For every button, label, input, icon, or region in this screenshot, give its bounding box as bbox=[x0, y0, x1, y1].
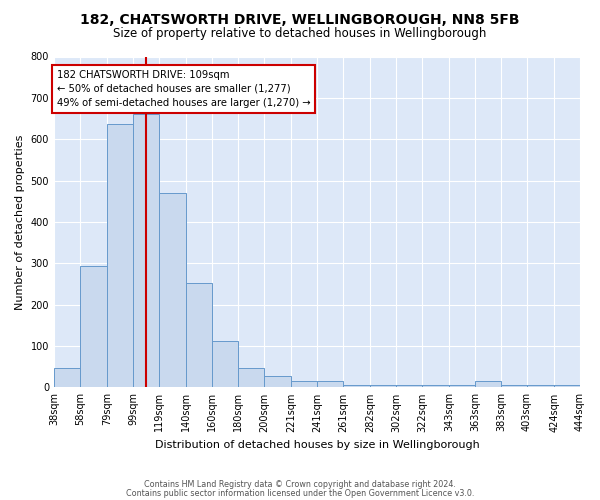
Bar bbox=[264, 376, 291, 388]
Text: Size of property relative to detached houses in Wellingborough: Size of property relative to detached ho… bbox=[113, 28, 487, 40]
Bar bbox=[107, 124, 133, 388]
Bar bbox=[54, 368, 80, 388]
Y-axis label: Number of detached properties: Number of detached properties bbox=[15, 134, 25, 310]
Bar bbox=[133, 114, 159, 388]
Bar bbox=[238, 368, 264, 388]
Bar bbox=[186, 283, 212, 388]
Bar bbox=[396, 386, 422, 388]
Bar bbox=[475, 381, 501, 388]
Bar bbox=[370, 386, 396, 388]
Bar bbox=[527, 386, 554, 388]
Bar bbox=[343, 386, 370, 388]
Bar bbox=[449, 386, 475, 388]
Text: 182 CHATSWORTH DRIVE: 109sqm
← 50% of detached houses are smaller (1,277)
49% of: 182 CHATSWORTH DRIVE: 109sqm ← 50% of de… bbox=[56, 70, 310, 108]
Text: Contains public sector information licensed under the Open Government Licence v3: Contains public sector information licen… bbox=[126, 488, 474, 498]
Bar bbox=[422, 386, 449, 388]
Bar bbox=[291, 381, 317, 388]
Text: 182, CHATSWORTH DRIVE, WELLINGBOROUGH, NN8 5FB: 182, CHATSWORTH DRIVE, WELLINGBOROUGH, N… bbox=[80, 12, 520, 26]
Bar bbox=[212, 340, 238, 388]
Bar bbox=[501, 386, 527, 388]
Bar bbox=[317, 381, 343, 388]
Text: Contains HM Land Registry data © Crown copyright and database right 2024.: Contains HM Land Registry data © Crown c… bbox=[144, 480, 456, 489]
Bar bbox=[554, 386, 580, 388]
X-axis label: Distribution of detached houses by size in Wellingborough: Distribution of detached houses by size … bbox=[155, 440, 479, 450]
Bar bbox=[80, 266, 107, 388]
Bar bbox=[159, 193, 186, 388]
